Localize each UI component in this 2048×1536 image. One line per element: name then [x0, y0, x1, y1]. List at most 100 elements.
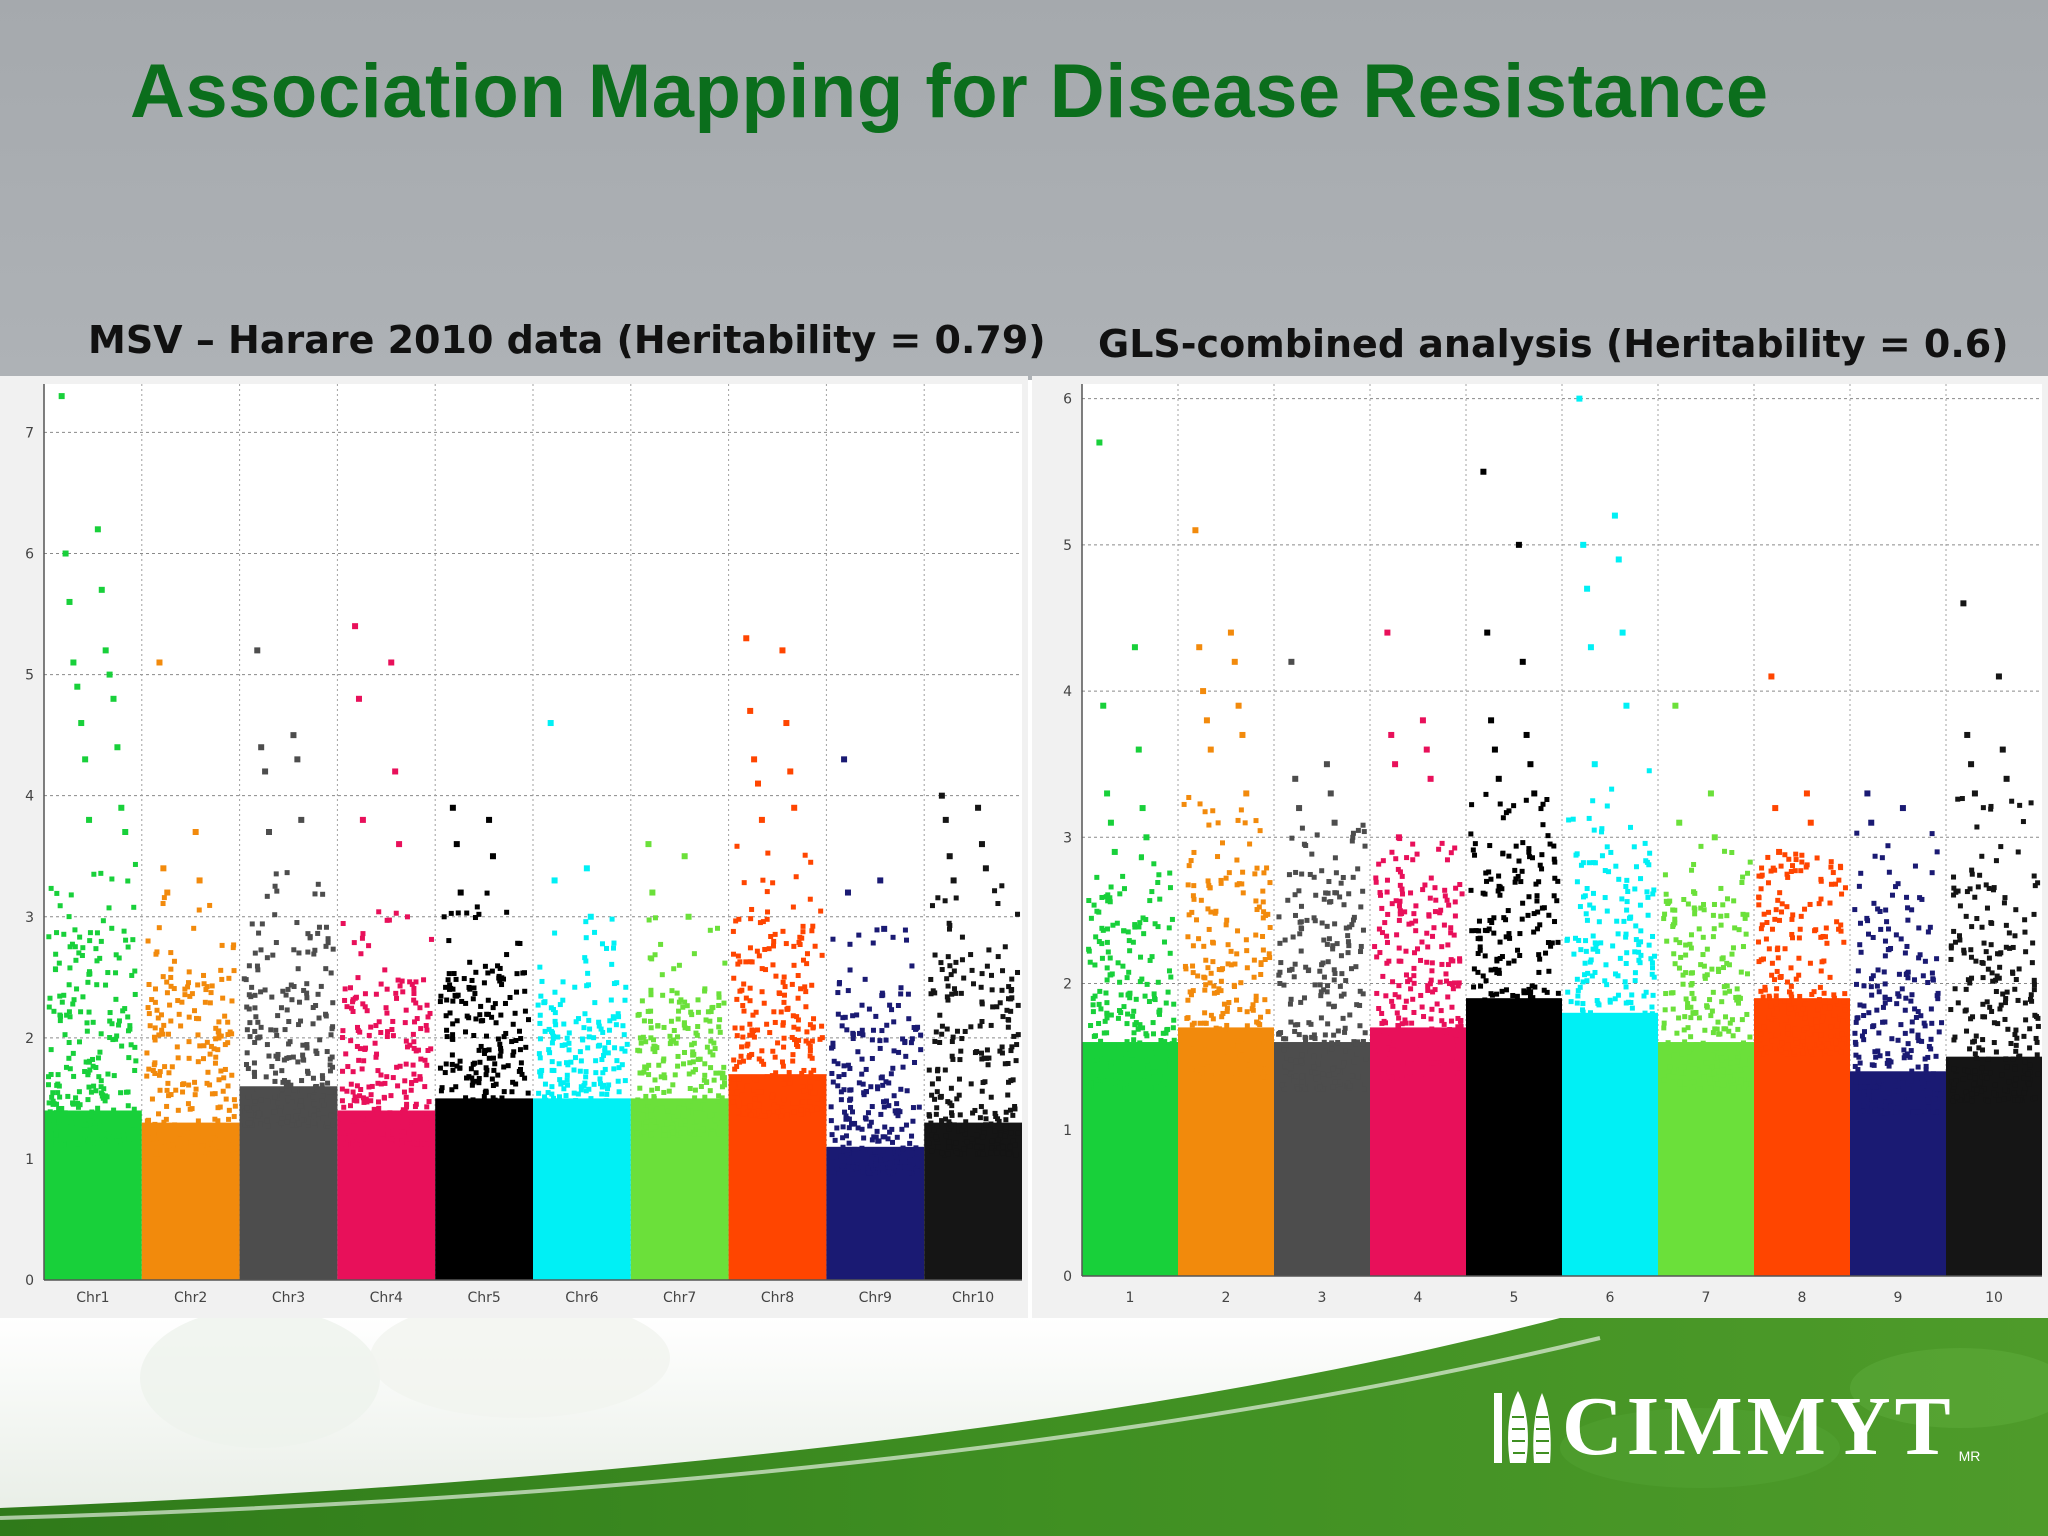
data-point: [1286, 967, 1292, 973]
data-point: [1922, 1023, 1928, 1029]
x-tick-label: Chr5: [467, 1290, 500, 1306]
data-point: [1729, 951, 1735, 957]
data-point: [1903, 995, 1909, 1001]
data-point: [1740, 911, 1746, 917]
data-point: [1968, 954, 1974, 960]
data-point: [1678, 1067, 1684, 1073]
data-point: [482, 1048, 488, 1054]
data-point: [1499, 988, 1505, 994]
data-point: [1392, 992, 1398, 998]
data-point: [102, 1098, 108, 1104]
data-point: [848, 1104, 854, 1110]
data-point: [643, 1093, 649, 1099]
data-point: [319, 1073, 325, 1079]
data-point: [304, 981, 310, 987]
data-point: [579, 1036, 585, 1042]
data-point: [354, 1098, 360, 1104]
data-point: [1297, 919, 1303, 925]
data-point: [918, 1032, 924, 1038]
series-Chr8: [728, 635, 827, 1280]
data-point: [1526, 846, 1532, 852]
data-point: [561, 1021, 567, 1027]
data-point: [244, 1004, 250, 1010]
data-point: [341, 1130, 347, 1136]
data-point: [175, 1055, 181, 1061]
data-point: [781, 992, 787, 998]
data-point: [1295, 1022, 1301, 1028]
data-point: [1123, 1051, 1129, 1057]
data-point: [958, 990, 964, 996]
data-point: [621, 1102, 627, 1108]
data-point: [474, 904, 480, 910]
data-point: [1205, 965, 1211, 971]
data-point: [125, 944, 131, 950]
data-point: [883, 1160, 889, 1166]
data-point: [914, 1149, 920, 1155]
data-point: [181, 1151, 187, 1157]
data-point: [939, 1118, 945, 1124]
data-point: [686, 1071, 692, 1077]
data-point: [1132, 924, 1138, 930]
data-point: [1679, 1051, 1685, 1057]
data-point: [1908, 1078, 1914, 1084]
data-point: [304, 990, 310, 996]
data-point: [1325, 1021, 1331, 1027]
data-point: [913, 1025, 919, 1031]
data-point: [50, 1090, 56, 1096]
data-point: [648, 1126, 654, 1132]
data-point: [481, 1094, 487, 1100]
data-point: [482, 1108, 488, 1114]
data-point: [1828, 1033, 1834, 1039]
data-point: [497, 1041, 503, 1047]
peak-point: [110, 695, 117, 702]
data-point: [1769, 972, 1775, 978]
data-point: [1591, 1056, 1597, 1062]
data-point: [525, 1122, 531, 1128]
data-point: [1623, 1060, 1629, 1066]
data-point: [1129, 1057, 1135, 1063]
data-point: [509, 1039, 515, 1045]
data-point: [300, 1052, 306, 1058]
data-point: [1624, 899, 1630, 905]
data-point: [605, 1050, 611, 1056]
y-tick-label: 2: [1063, 977, 1072, 993]
data-point: [286, 1019, 292, 1025]
data-point: [1568, 1026, 1574, 1032]
data-point: [357, 1137, 363, 1143]
data-point: [1710, 1052, 1716, 1058]
data-point: [1137, 1022, 1143, 1028]
data-point: [645, 1104, 651, 1110]
data-point: [802, 852, 808, 858]
data-point: [750, 1031, 756, 1037]
data-point: [1399, 1072, 1405, 1078]
data-point: [498, 1048, 504, 1054]
data-point: [1535, 909, 1541, 915]
data-point: [1457, 958, 1463, 964]
data-point: [1621, 1045, 1627, 1051]
data-point: [1360, 1039, 1366, 1045]
data-point: [390, 1018, 396, 1024]
data-point: [1802, 1015, 1808, 1021]
data-point: [1361, 1086, 1367, 1092]
data-point: [1756, 894, 1762, 900]
data-point: [676, 1105, 682, 1111]
data-point: [1629, 1005, 1635, 1011]
data-point: [846, 1163, 852, 1169]
data-point: [588, 1096, 594, 1102]
data-point: [583, 1088, 589, 1094]
data-point: [93, 1065, 99, 1071]
data-point: [1449, 981, 1455, 987]
data-point: [1002, 1061, 1008, 1067]
data-point: [290, 1054, 296, 1060]
data-point: [1375, 1053, 1381, 1059]
data-point: [264, 1118, 270, 1124]
data-point: [125, 878, 131, 884]
y-tick-label: 5: [25, 668, 34, 684]
data-point: [1664, 938, 1670, 944]
data-point: [1350, 830, 1356, 836]
data-point: [463, 1000, 469, 1006]
data-point: [1728, 1060, 1734, 1066]
data-point: [76, 1121, 82, 1127]
data-point: [1672, 961, 1678, 967]
data-point: [2002, 1016, 2008, 1022]
